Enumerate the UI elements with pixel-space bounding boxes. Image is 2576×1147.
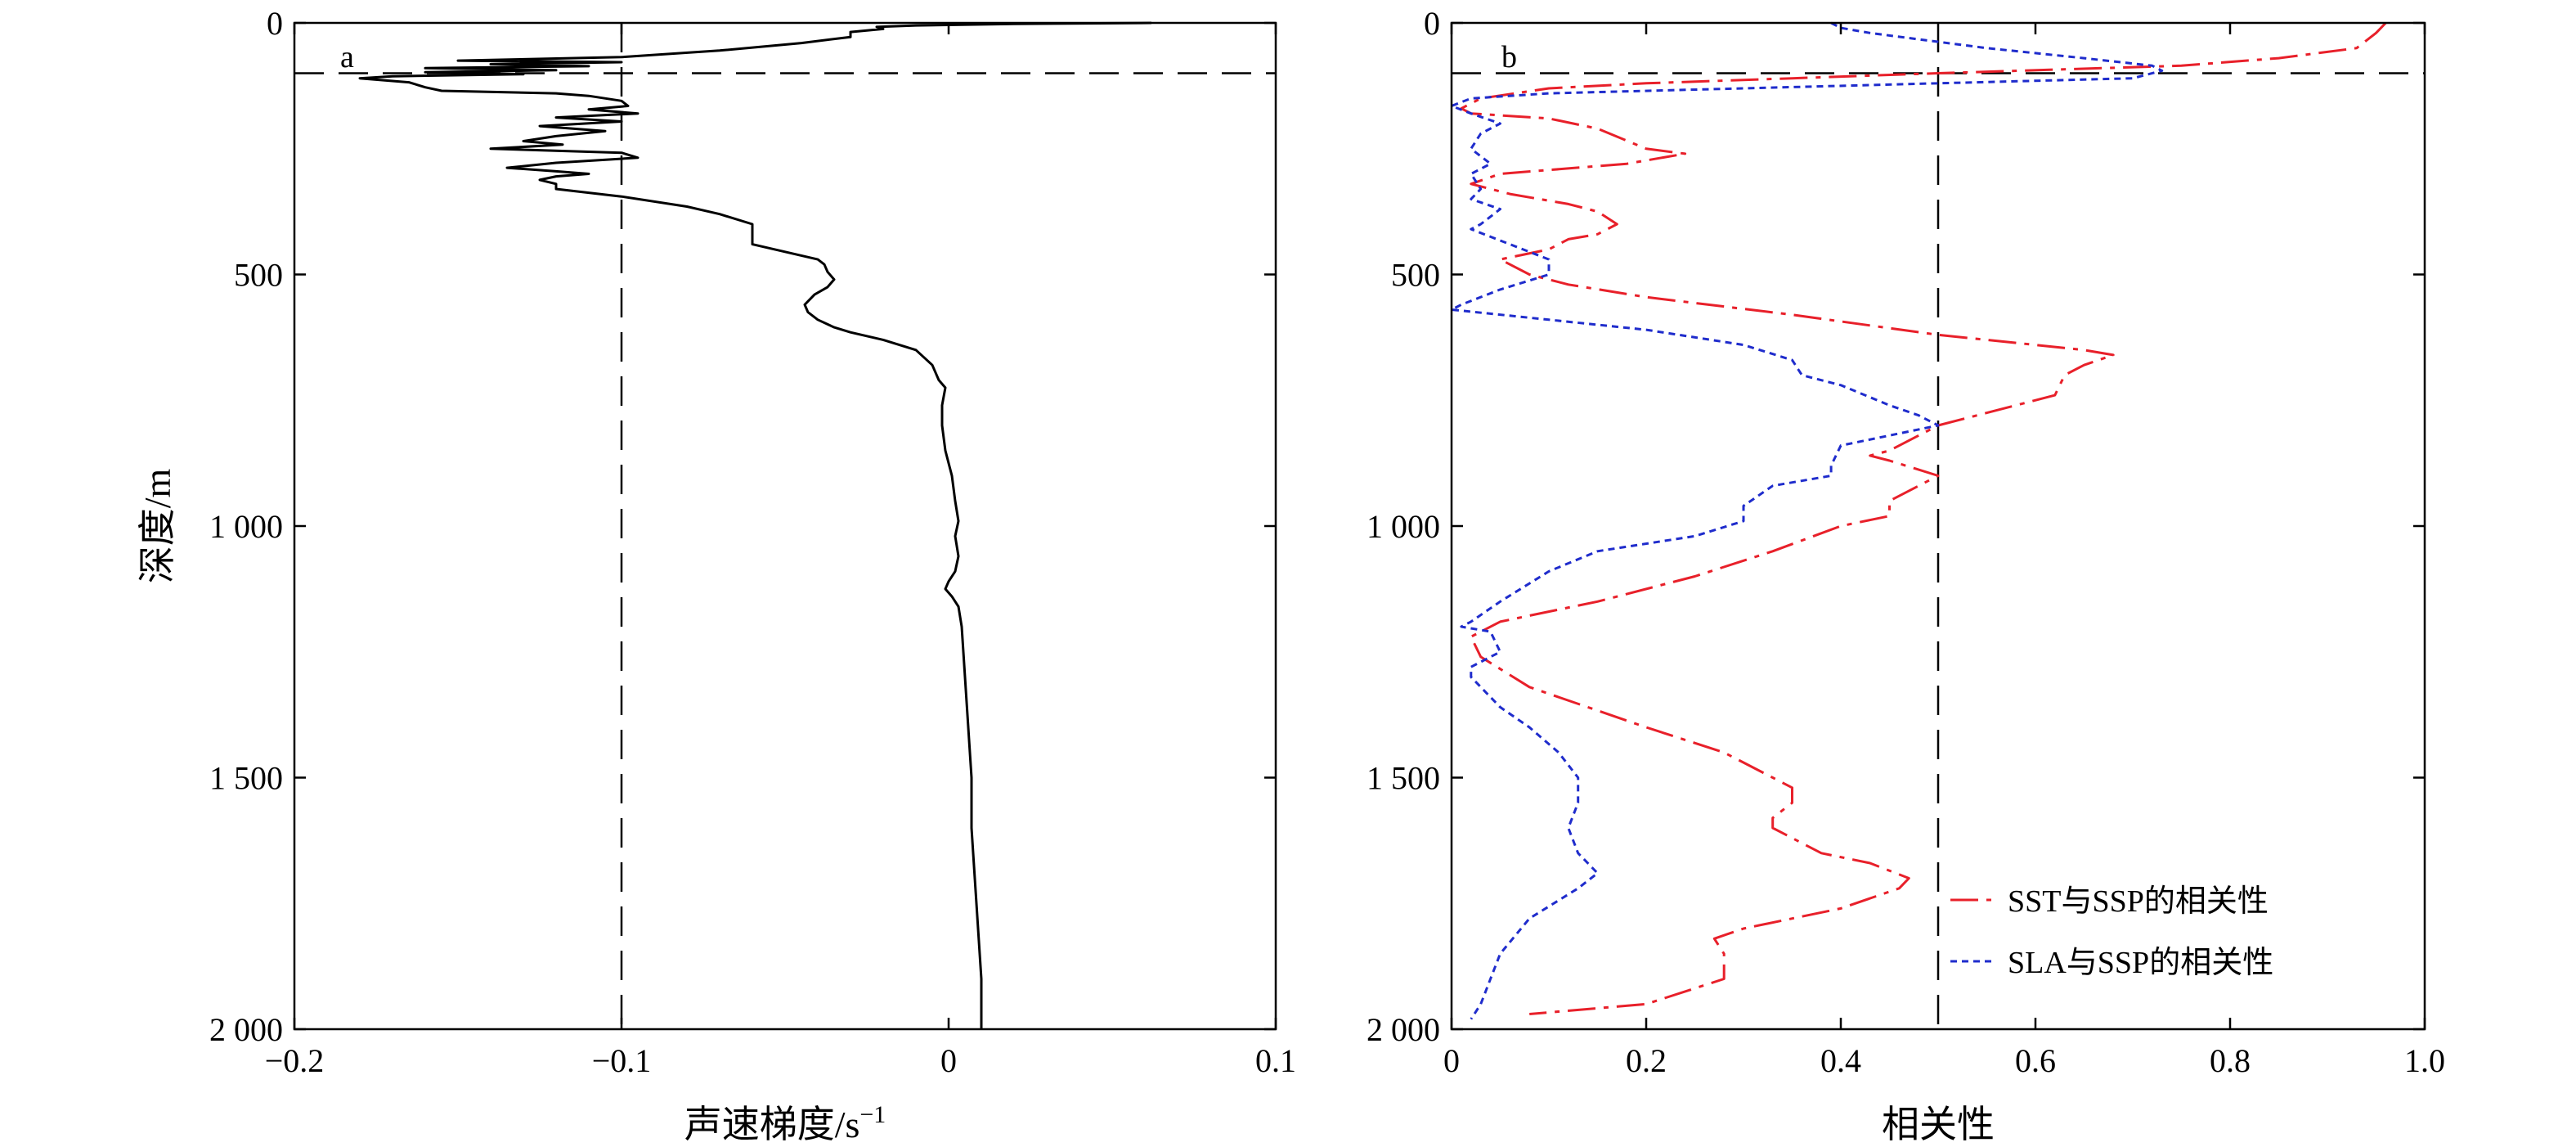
y-tick-label: 500 <box>1391 257 1440 294</box>
panel-a-reference-lines <box>294 23 1276 1029</box>
series-line-b-0 <box>1460 21 2387 1015</box>
x-tick-label: 0.2 <box>1626 1042 1667 1079</box>
panel-b-series <box>1450 21 2387 1020</box>
y-tick-label: 2 000 <box>209 1011 283 1048</box>
panel-a-plot: −0.2 −0.1 0 0.1 0 500 1 000 1 500 2 000 a 声速梯度/s… <box>137 5 1296 1145</box>
panel-b-letter: b <box>1501 40 1517 74</box>
y-tick-label: 2 000 <box>1367 1011 1440 1048</box>
panel-b-plot: 0 0.2 0.4 0.6 0.8 1.0 0 500 1 000 1 500 2 000 b 相关… <box>1367 5 2445 1145</box>
x-tick-label: 0.4 <box>1820 1042 1861 1079</box>
panel-b-legend: SST与SSP的相关性 SLA与SSP的相关性 <box>1950 884 2273 980</box>
panel-a-ylabel: 深度/m <box>137 469 178 584</box>
panel-a-xlabel: 声速梯度/s−1 <box>684 1101 886 1145</box>
x-tick-label: 0 <box>940 1042 957 1079</box>
panel-a-frame <box>293 21 1277 1031</box>
x-tick-label: 0.1 <box>1255 1042 1296 1079</box>
panel-a-series <box>358 21 1152 1029</box>
y-tick-label: 0 <box>1424 5 1440 42</box>
panel-b-reference-lines <box>1452 23 2425 1029</box>
legend-label-sla: SLA与SSP的相关性 <box>2008 946 2273 980</box>
x-tick-label: 0 <box>1443 1042 1460 1079</box>
panel-a-ticks: −0.2 −0.1 0 0.1 0 500 1 000 1 500 2 000 <box>209 5 1296 1079</box>
x-tick-label: 1.0 <box>2404 1042 2445 1079</box>
x-tick-label: −0.1 <box>592 1042 652 1079</box>
panel-b-xlabel: 相关性 <box>1882 1104 1995 1145</box>
y-tick-label: 0 <box>267 5 283 42</box>
x-tick-label: −0.2 <box>265 1042 325 1079</box>
panel-a-xlabel-sup: −1 <box>859 1101 886 1128</box>
y-tick-label: 1 000 <box>209 508 283 545</box>
panel-a-letter: a <box>340 40 354 74</box>
series-line-a-0 <box>358 21 1152 1029</box>
legend-label-sst: SST与SSP的相关性 <box>2008 884 2269 919</box>
x-tick-label: 0.6 <box>2015 1042 2056 1079</box>
series-line-b-1 <box>1450 21 2164 1020</box>
y-tick-label: 1 500 <box>1367 760 1440 797</box>
panel-a-xlabel-text: 声速梯度/s <box>684 1104 860 1145</box>
panel-b-ticks: 0 0.2 0.4 0.6 0.8 1.0 0 500 1 000 1 500 2 000 <box>1367 5 2445 1079</box>
y-tick-label: 1 000 <box>1367 508 1440 545</box>
y-tick-label: 500 <box>234 257 283 294</box>
x-tick-label: 0.8 <box>2210 1042 2251 1079</box>
y-tick-label: 1 500 <box>209 760 283 797</box>
